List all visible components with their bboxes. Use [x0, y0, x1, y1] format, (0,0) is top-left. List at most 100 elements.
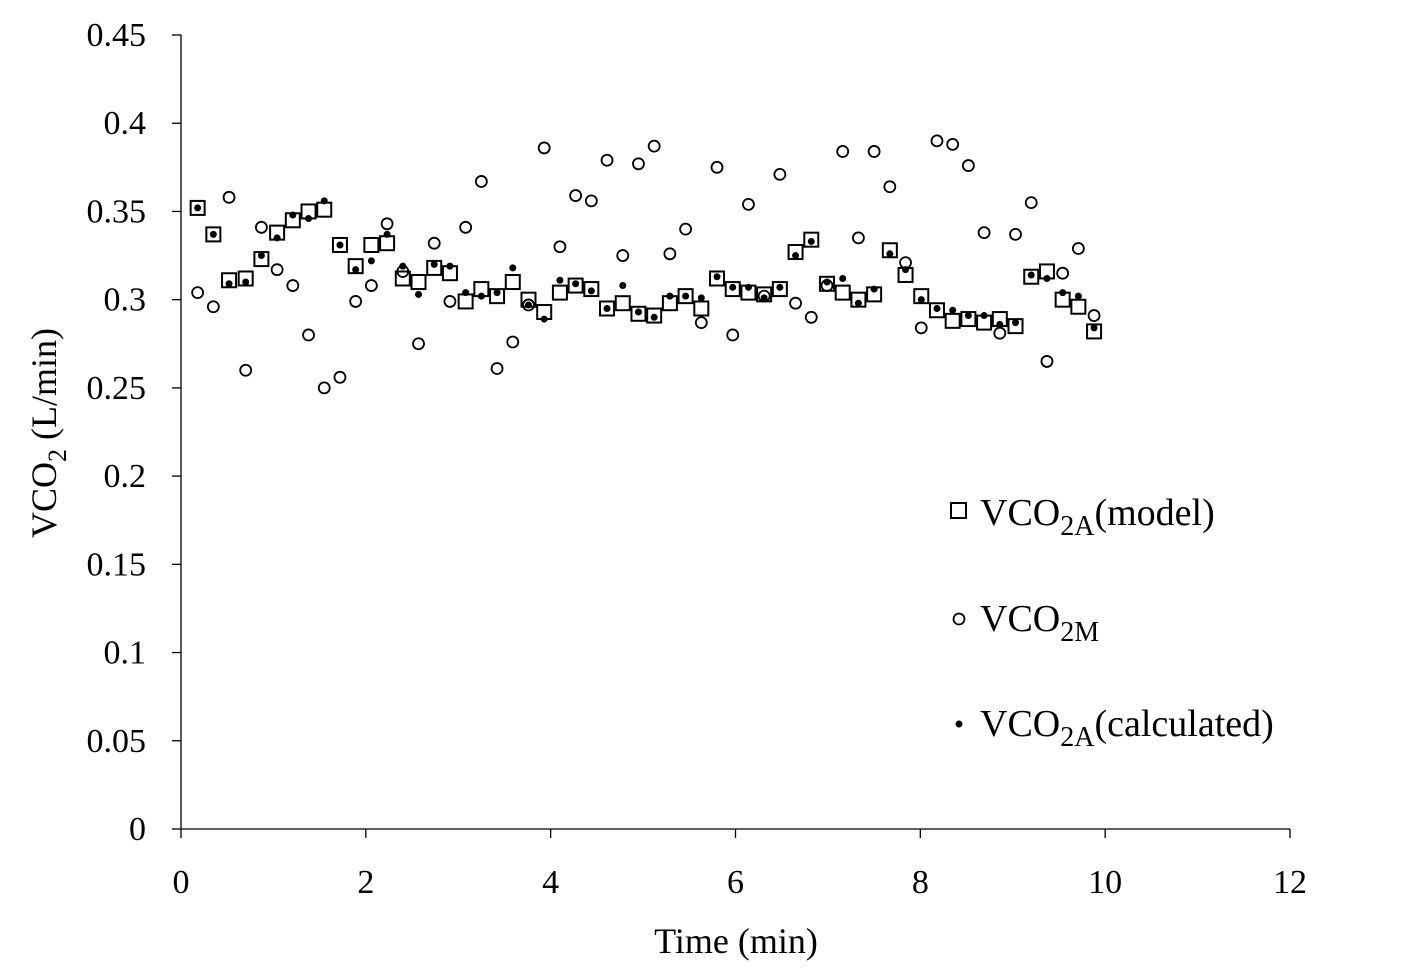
- calculated-point: [933, 304, 941, 312]
- calculated-point: [917, 296, 925, 304]
- calculated-point: [1090, 324, 1098, 332]
- y-tick-label: 0.3: [104, 282, 147, 319]
- x-axis-title: Time (min): [654, 921, 818, 961]
- measured-point: [977, 226, 991, 240]
- measured-point: [286, 279, 300, 292]
- measured-point: [1056, 266, 1070, 280]
- model-point: [567, 277, 584, 294]
- x-tick-label: 6: [727, 864, 744, 901]
- model-point: [724, 281, 741, 298]
- calculated-point: [1012, 319, 1020, 327]
- legend-model-sub: 2A: [1060, 511, 1095, 542]
- legend-calculated-rest: (calculated): [1094, 703, 1273, 745]
- measured-point: [600, 153, 614, 167]
- calculated-point: [619, 282, 627, 290]
- calculated-point: [949, 306, 957, 314]
- model-point: [189, 199, 206, 216]
- calculated-point: [225, 280, 233, 288]
- calculated-point: [493, 289, 501, 297]
- x-tick-label: 0: [173, 864, 190, 901]
- measured-point: [584, 194, 598, 208]
- model-point: [771, 281, 788, 298]
- calculated-point: [336, 241, 344, 249]
- calculated-point: [320, 197, 328, 205]
- calculated-point: [996, 320, 1004, 328]
- measured-point: [427, 236, 441, 250]
- calculated-point: [367, 257, 375, 265]
- measured-point: [380, 217, 394, 231]
- model-point: [410, 274, 427, 291]
- y-tick-label: 0.2: [104, 458, 147, 495]
- calculated-point: [462, 289, 470, 297]
- measured-point: [302, 328, 315, 342]
- x-tick-label: 10: [1088, 864, 1122, 901]
- calculated-point: [854, 299, 862, 307]
- model-point: [803, 231, 820, 248]
- measured-point: [1024, 196, 1038, 210]
- calculated-point: [1074, 292, 1082, 300]
- calculated-point: [760, 294, 768, 302]
- svg-text:VCO2A(calculated): VCO2A(calculated): [980, 703, 1274, 753]
- measured-point: [459, 220, 473, 234]
- svg-text:VCO2A(model): VCO2A(model): [980, 492, 1215, 542]
- y-tick-label: 0.05: [87, 723, 147, 760]
- measured-point: [191, 286, 205, 300]
- measured-point: [569, 189, 583, 202]
- model-point: [709, 270, 726, 287]
- measured-point: [773, 167, 787, 181]
- calculated-point: [509, 264, 517, 272]
- legend-model-main: VCO: [980, 492, 1060, 534]
- measured-point: [490, 362, 504, 375]
- model-point: [599, 300, 616, 317]
- measured-point: [239, 363, 253, 377]
- model-point: [583, 281, 600, 298]
- y-axis-title-sub: 2: [43, 449, 72, 462]
- calculated-point: [603, 304, 611, 312]
- calculated-point: [713, 273, 721, 281]
- measured-point: [993, 326, 1007, 340]
- measured-point: [946, 137, 960, 151]
- model-point: [677, 288, 694, 305]
- measured-point: [694, 316, 708, 330]
- measured-point: [1040, 355, 1054, 368]
- x-axis-ticks: 0 2 4 6 8 10 12: [173, 829, 1307, 901]
- measured-point: [867, 145, 881, 158]
- calculated-point: [556, 276, 564, 284]
- legend-calculated-main: VCO: [980, 703, 1060, 745]
- measured-point: [710, 160, 724, 174]
- model-point: [834, 284, 851, 301]
- y-tick-label: 0.25: [87, 370, 147, 407]
- measured-point: [930, 134, 944, 148]
- model-point: [363, 236, 380, 253]
- measured-point: [914, 321, 928, 335]
- calculated-point: [807, 237, 815, 245]
- measured-point: [726, 328, 740, 342]
- measured-point: [883, 180, 897, 194]
- calculated-point: [744, 283, 752, 291]
- legend-measured-main: VCO: [980, 598, 1060, 640]
- model-point: [331, 236, 348, 253]
- measured-point: [1087, 309, 1101, 322]
- measured-point: [412, 337, 425, 351]
- legend-item-calculated: VCO2A(calculated): [955, 703, 1274, 753]
- calculated-point: [823, 278, 831, 286]
- calculated-point: [634, 308, 642, 316]
- model-point: [205, 226, 222, 243]
- legend-dot-marker: [955, 720, 963, 728]
- x-tick-label: 12: [1273, 864, 1307, 901]
- measured-point: [270, 263, 284, 277]
- measured-point: [443, 295, 457, 308]
- calculated-point: [1027, 271, 1035, 279]
- calculated-point: [964, 312, 972, 320]
- x-tick-label: 4: [542, 864, 559, 901]
- calculated-point: [273, 234, 281, 242]
- model-point: [928, 302, 945, 319]
- measured-point: [222, 190, 236, 204]
- model-point: [379, 235, 396, 252]
- y-tick-label: 0.35: [87, 193, 147, 230]
- measured-point: [1071, 242, 1085, 255]
- calculated-point: [446, 262, 454, 270]
- measured-point: [804, 310, 818, 324]
- calculated-point: [792, 252, 800, 260]
